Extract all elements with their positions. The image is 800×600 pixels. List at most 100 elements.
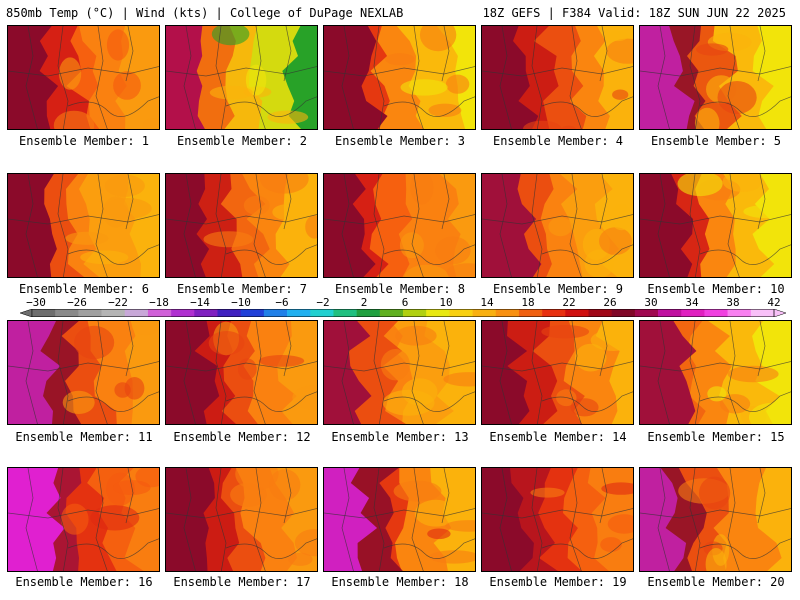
ensemble-map-panel — [639, 320, 792, 425]
ensemble-member-label: Ensemble Member: 11 — [15, 430, 153, 444]
ensemble-member-label: Ensemble Member: 7 — [176, 282, 308, 296]
colorbar-tick-label: 18 — [521, 296, 535, 309]
temperature-field — [482, 174, 633, 277]
ensemble-member-label: Ensemble Member: 6 — [18, 282, 150, 296]
temperature-field — [166, 26, 317, 129]
colorbar — [20, 309, 786, 317]
temperature-field — [482, 468, 633, 571]
colorbar-segment — [379, 309, 404, 317]
ensemble-member-label: Ensemble Member: 9 — [492, 282, 624, 296]
ensemble-member-label: Ensemble Member: 18 — [331, 575, 469, 589]
temperature-field — [8, 26, 159, 129]
ensemble-map-panel — [323, 25, 476, 130]
colorbar-segment — [124, 309, 149, 317]
temperature-field — [640, 174, 791, 277]
colorbar-segment — [472, 309, 497, 317]
temperature-field — [324, 468, 475, 571]
temperature-field — [166, 174, 317, 277]
ensemble-map-panel — [639, 25, 792, 130]
colorbar-segment — [217, 309, 241, 317]
ensemble-member-label: Ensemble Member: 14 — [489, 430, 627, 444]
ensemble-member-label: Ensemble Member: 10 — [647, 282, 785, 296]
ensemble-member-label: Ensemble Member: 20 — [647, 575, 785, 589]
ensemble-map-panel — [7, 173, 160, 278]
ensemble-member-label: Ensemble Member: 12 — [173, 430, 311, 444]
colorbar-tick-label: 30 — [644, 296, 658, 309]
ensemble-map-panel — [481, 320, 634, 425]
colorbar-segment — [32, 309, 56, 317]
ensemble-map-panel — [7, 25, 160, 130]
ensemble-member-label: Ensemble Member: 15 — [647, 430, 785, 444]
colorbar-tick-label: 42 — [767, 296, 781, 309]
temperature-field — [640, 321, 791, 424]
ensemble-member-label: Ensemble Member: 17 — [173, 575, 311, 589]
colorbar-tick-label: −2 — [316, 296, 330, 309]
colorbar-tick-label: −10 — [231, 296, 251, 309]
temperature-field — [8, 321, 159, 424]
temperature-field — [324, 26, 475, 129]
colorbar-min-arrow — [20, 309, 33, 317]
ensemble-map-panel — [165, 173, 318, 278]
colorbar-segment — [681, 309, 705, 317]
ensemble-map-panel — [165, 320, 318, 425]
colorbar-tick-label: −22 — [108, 296, 128, 309]
colorbar-tick-label: 38 — [726, 296, 740, 309]
colorbar-segment — [495, 309, 520, 317]
header-title: 850mb Temp (°C) | Wind (kts) | College o… — [6, 6, 404, 20]
colorbar-max-arrow — [773, 309, 786, 317]
temperature-field — [640, 468, 791, 571]
colorbar-segment — [333, 309, 357, 317]
colorbar-segment — [704, 309, 728, 317]
colorbar-segment — [240, 309, 265, 317]
colorbar-segment — [750, 309, 775, 317]
temperature-field — [482, 321, 633, 424]
temperature-field — [482, 26, 633, 129]
colorbar-segment — [55, 309, 79, 317]
ensemble-member-label: Ensemble Member: 5 — [650, 134, 782, 148]
colorbar-segment — [356, 309, 381, 317]
colorbar-segment — [78, 309, 102, 317]
colorbar-tick-label: 10 — [439, 296, 453, 309]
colorbar-tick-label: −6 — [275, 296, 289, 309]
temperature-field — [640, 26, 791, 129]
ensemble-map-panel — [639, 173, 792, 278]
ensemble-map-panel — [7, 467, 160, 572]
colorbar-segment — [147, 309, 172, 317]
colorbar-segment — [310, 309, 334, 317]
ensemble-member-label: Ensemble Member: 2 — [176, 134, 308, 148]
colorbar-tick-label: 26 — [603, 296, 617, 309]
colorbar-tick-label: 22 — [562, 296, 576, 309]
colorbar-segment — [403, 309, 427, 317]
ensemble-map-panel — [165, 467, 318, 572]
colorbar-segment — [727, 309, 752, 317]
ensemble-member-label: Ensemble Member: 13 — [331, 430, 469, 444]
ensemble-member-label: Ensemble Member: 3 — [334, 134, 466, 148]
ensemble-map-panel — [323, 173, 476, 278]
colorbar-segment — [634, 309, 659, 317]
colorbar-tick-label: −30 — [26, 296, 46, 309]
ensemble-map-panel — [639, 467, 792, 572]
colorbar-segment — [263, 309, 288, 317]
colorbar-segment — [171, 309, 195, 317]
colorbar-segment — [588, 309, 612, 317]
ensemble-map-panel — [481, 25, 634, 130]
colorbar-segment — [658, 309, 682, 317]
header-run-info: 18Z GEFS | F384 Valid: 18Z SUN JUN 22 20… — [482, 6, 786, 20]
ensemble-member-label: Ensemble Member: 8 — [334, 282, 466, 296]
colorbar-segment — [101, 309, 126, 317]
colorbar-segment — [611, 309, 636, 317]
colorbar-tick-label: 34 — [685, 296, 699, 309]
colorbar-segment — [565, 309, 589, 317]
temperature-field — [324, 174, 475, 277]
ensemble-map-panel — [323, 467, 476, 572]
ensemble-map-panel — [165, 25, 318, 130]
ensemble-map-panel — [323, 320, 476, 425]
ensemble-member-label: Ensemble Member: 1 — [18, 134, 150, 148]
temperature-field — [8, 468, 159, 571]
colorbar-tick-label: −18 — [149, 296, 169, 309]
temperature-field — [166, 321, 317, 424]
ensemble-member-label: Ensemble Member: 19 — [489, 575, 627, 589]
colorbar-tick-label: 2 — [360, 296, 368, 309]
ensemble-map-panel — [7, 320, 160, 425]
ensemble-member-label: Ensemble Member: 16 — [15, 575, 153, 589]
